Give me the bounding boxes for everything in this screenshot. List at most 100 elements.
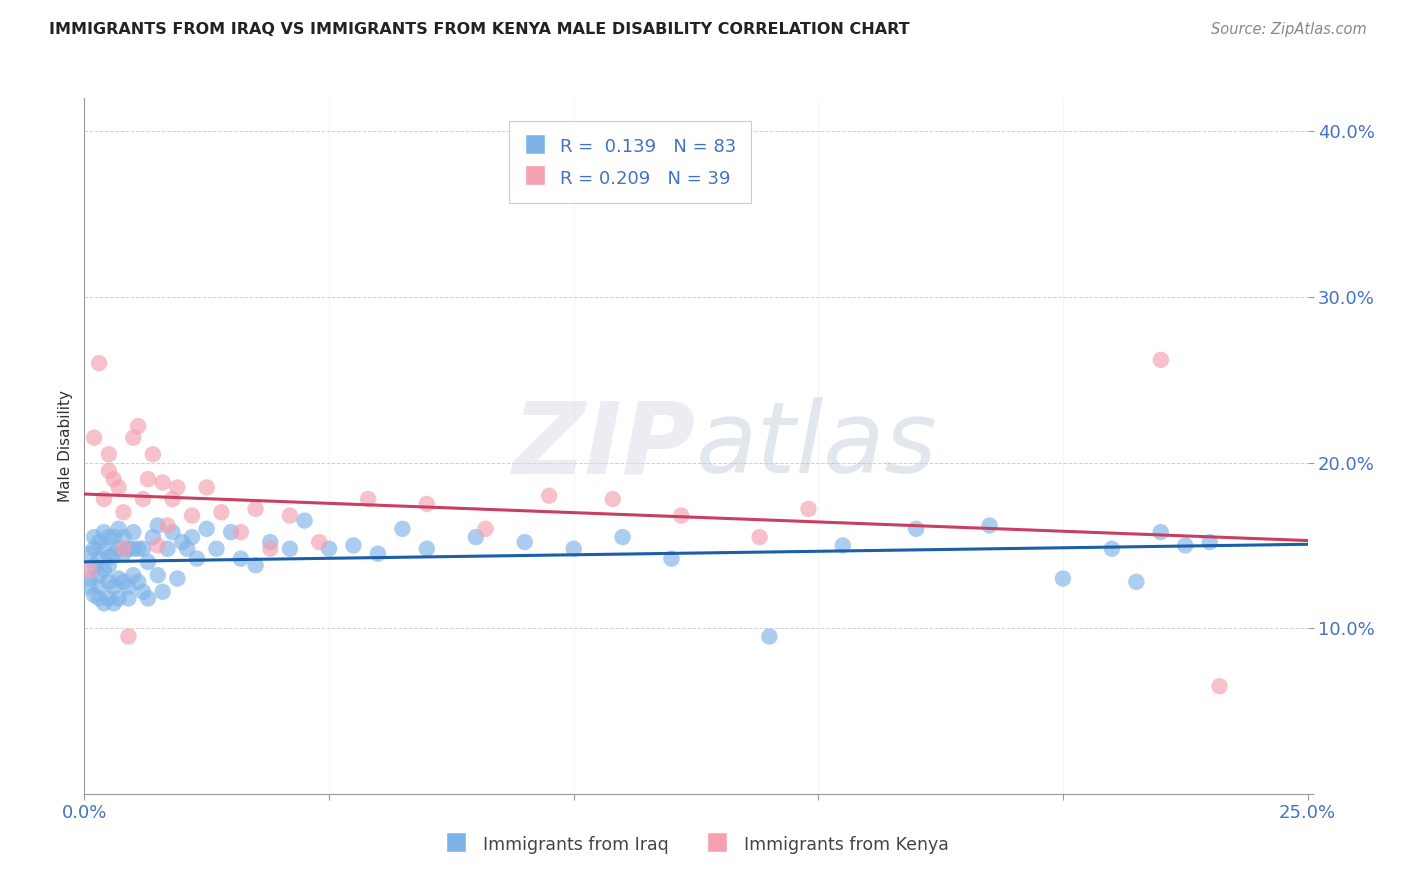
- Point: [136, 472, 159, 486]
- Point: [219, 525, 242, 540]
- Point: [122, 525, 145, 540]
- Point: [1150, 352, 1173, 367]
- Point: [342, 538, 364, 552]
- Point: [132, 584, 155, 599]
- Point: [357, 491, 380, 506]
- Point: [103, 547, 125, 561]
- Point: [93, 563, 115, 577]
- Point: [162, 525, 184, 540]
- Point: [152, 584, 174, 599]
- Point: [112, 505, 135, 519]
- Point: [97, 447, 120, 461]
- Point: [538, 489, 561, 503]
- Point: [132, 491, 155, 506]
- Point: [156, 541, 179, 556]
- Point: [83, 558, 105, 573]
- Point: [416, 497, 439, 511]
- Point: [671, 508, 693, 523]
- Point: [97, 549, 120, 564]
- Point: [107, 541, 129, 556]
- Point: [77, 563, 100, 577]
- Point: [176, 541, 198, 556]
- Point: [1174, 538, 1197, 552]
- Point: [122, 541, 145, 556]
- Point: [146, 568, 169, 582]
- Point: [186, 551, 208, 566]
- Point: [278, 508, 301, 523]
- Legend: Immigrants from Iraq, Immigrants from Kenya: Immigrants from Iraq, Immigrants from Ke…: [436, 827, 956, 862]
- Point: [87, 551, 110, 566]
- Point: [308, 535, 330, 549]
- Point: [209, 505, 232, 519]
- Point: [87, 356, 110, 370]
- Point: [172, 535, 194, 549]
- Point: [97, 530, 120, 544]
- Point: [77, 580, 100, 594]
- Point: [136, 591, 159, 606]
- Point: [77, 572, 100, 586]
- Point: [87, 591, 110, 606]
- Point: [112, 547, 135, 561]
- Point: [103, 472, 125, 486]
- Point: [166, 572, 188, 586]
- Point: [513, 535, 536, 549]
- Point: [156, 518, 179, 533]
- Point: [103, 580, 125, 594]
- Point: [195, 522, 218, 536]
- Point: [152, 475, 174, 490]
- Text: atlas: atlas: [696, 398, 938, 494]
- Point: [661, 551, 683, 566]
- Point: [107, 591, 129, 606]
- Point: [294, 514, 316, 528]
- Point: [205, 541, 228, 556]
- Point: [905, 522, 928, 536]
- Point: [391, 522, 413, 536]
- Point: [195, 480, 218, 494]
- Point: [1198, 535, 1220, 549]
- Point: [97, 574, 120, 589]
- Point: [103, 530, 125, 544]
- Point: [93, 525, 115, 540]
- Point: [259, 541, 281, 556]
- Point: [1208, 679, 1230, 693]
- Point: [122, 568, 145, 582]
- Point: [77, 547, 100, 561]
- Point: [117, 580, 139, 594]
- Point: [107, 572, 129, 586]
- Point: [97, 464, 120, 478]
- Point: [93, 541, 115, 556]
- Point: [464, 530, 486, 544]
- Point: [122, 431, 145, 445]
- Point: [127, 419, 149, 434]
- Point: [474, 522, 496, 536]
- Point: [229, 551, 252, 566]
- Point: [87, 535, 110, 549]
- Point: [83, 530, 105, 544]
- Point: [107, 522, 129, 536]
- Point: [107, 480, 129, 494]
- Point: [103, 596, 125, 610]
- Point: [127, 541, 149, 556]
- Point: [127, 574, 149, 589]
- Point: [229, 525, 252, 540]
- Point: [93, 491, 115, 506]
- Text: Source: ZipAtlas.com: Source: ZipAtlas.com: [1211, 22, 1367, 37]
- Point: [979, 518, 1001, 533]
- Point: [181, 508, 204, 523]
- Point: [117, 541, 139, 556]
- Point: [602, 491, 624, 506]
- Point: [416, 541, 439, 556]
- Point: [162, 491, 184, 506]
- Point: [97, 558, 120, 573]
- Text: ZIP: ZIP: [513, 398, 696, 494]
- Point: [1052, 572, 1074, 586]
- Point: [112, 541, 135, 556]
- Point: [1125, 574, 1147, 589]
- Point: [87, 568, 110, 582]
- Point: [146, 518, 169, 533]
- Point: [132, 541, 155, 556]
- Point: [181, 530, 204, 544]
- Point: [318, 541, 340, 556]
- Point: [166, 480, 188, 494]
- Point: [93, 596, 115, 610]
